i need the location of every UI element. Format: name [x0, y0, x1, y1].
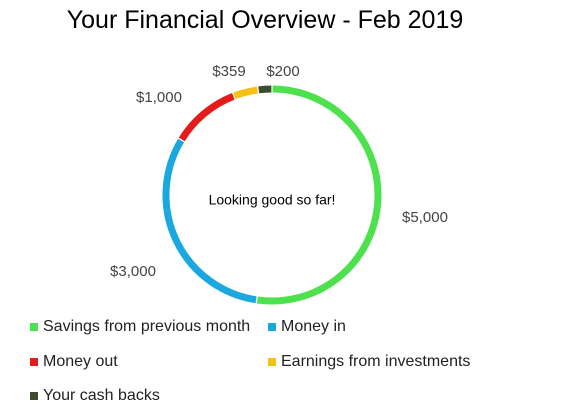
slice-earnings-from-investments — [233, 86, 259, 100]
legend-item: Money out — [30, 353, 118, 371]
data-labels: $5,000 $3,000 $1,000 $359 $200 — [110, 63, 448, 280]
legend-swatch — [30, 392, 38, 400]
legend-item: Your cash backs — [30, 387, 160, 405]
legend-swatch — [30, 358, 38, 366]
legend-label: Money in — [281, 318, 346, 335]
legend-swatch — [268, 323, 276, 331]
chart-title: Your Financial Overview - Feb 2019 — [66, 6, 464, 34]
slice-money-out — [178, 93, 235, 142]
legend-item: Savings from previous month — [30, 318, 250, 336]
legend-item: Earnings from investments — [268, 353, 470, 371]
slice-your-cash-backs — [258, 85, 272, 94]
slice-savings-from-previous-month — [256, 85, 382, 305]
data-label-money-out: $1,000 — [136, 89, 182, 106]
legend-label: Money out — [43, 353, 118, 370]
center-text: Looking good so far! — [209, 192, 336, 208]
legend-label: Savings from previous month — [43, 318, 251, 335]
data-label-your-cash-backs: $200 — [266, 63, 299, 80]
donut-ring — [162, 85, 382, 305]
data-label-money-in: $3,000 — [110, 263, 156, 280]
legend-label: Your cash backs — [43, 387, 160, 404]
legend-item: Money in — [268, 318, 346, 336]
data-label-savings-from-previous-month: $5,000 — [402, 209, 448, 226]
legend-swatch — [268, 358, 276, 366]
legend-label: Earnings from investments — [281, 353, 471, 370]
slice-money-in — [162, 138, 257, 304]
data-label-earnings-from-investments: $359 — [212, 63, 245, 80]
legend-swatch — [30, 323, 38, 331]
